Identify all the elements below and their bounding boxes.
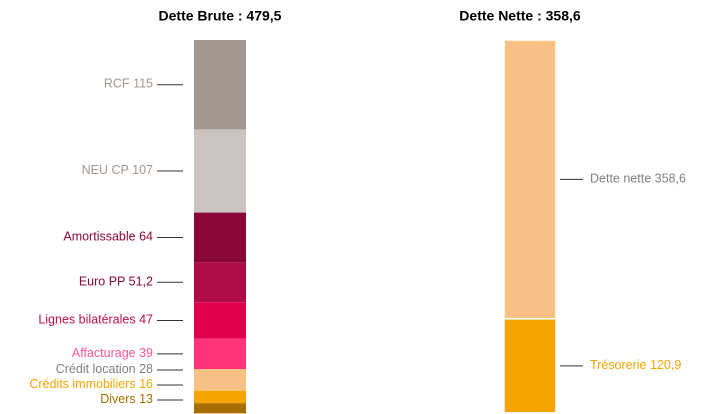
bar-segment <box>194 212 246 263</box>
segment-value: 120,9 <box>650 358 681 372</box>
segment-label: Lignes bilatérales 47 <box>38 313 153 327</box>
bar-segment <box>194 369 246 391</box>
bar-segment <box>194 390 246 404</box>
segment-value: 107 <box>132 163 153 177</box>
segment-name: Crédit location <box>56 362 136 376</box>
segment-value: 51,2 <box>129 275 153 289</box>
segment-name: RCF <box>104 77 130 91</box>
segment-value: 47 <box>139 313 153 327</box>
segment-name: Trésorerie <box>590 358 647 372</box>
segment-label: Crédit location 28 <box>56 362 153 376</box>
segment-name: Divers <box>100 392 135 406</box>
segment-label: Divers 13 <box>100 392 153 406</box>
segment-value: 39 <box>139 346 153 360</box>
segment-name: Amortissable <box>63 230 135 244</box>
segment-name: Dette nette <box>590 172 651 186</box>
chart-title: Dette Brute : 479,5 <box>159 8 282 24</box>
segment-value: 16 <box>139 377 153 391</box>
bar-segment <box>194 40 246 130</box>
segment-value: 28 <box>139 362 153 376</box>
bar-segment <box>194 403 246 414</box>
segment-label: Amortissable 64 <box>63 230 153 244</box>
segment-label: NEU CP 107 <box>82 163 153 177</box>
segment-value: 358,6 <box>655 172 686 186</box>
segment-name: Crédits immobiliers <box>29 377 135 391</box>
bar-segment <box>194 302 246 339</box>
segment-value: 64 <box>139 230 153 244</box>
segment-label: RCF 115 <box>104 77 153 91</box>
segment-name: Lignes bilatérales <box>38 313 135 327</box>
bar-segment <box>194 129 246 213</box>
segment-name: Euro PP <box>79 275 125 289</box>
segment-value: 13 <box>139 392 153 406</box>
segment-label: Crédits immobiliers 16 <box>29 377 153 391</box>
segment-name: Affacturage <box>72 346 136 360</box>
bar-segment <box>194 262 246 303</box>
bar-segment <box>503 318 557 414</box>
bar-segment <box>194 338 246 370</box>
segment-label: Affacturage 39 <box>72 346 153 360</box>
segment-label: Trésorerie 120,9 <box>590 358 681 372</box>
segment-label: Dette nette 358,6 <box>590 172 686 186</box>
segment-name: NEU CP <box>82 163 129 177</box>
segment-label: Euro PP 51,2 <box>79 275 153 289</box>
chart-title: Dette Nette : 358,6 <box>459 8 581 24</box>
segment-value: 115 <box>133 77 153 91</box>
bar-segment <box>503 39 557 320</box>
